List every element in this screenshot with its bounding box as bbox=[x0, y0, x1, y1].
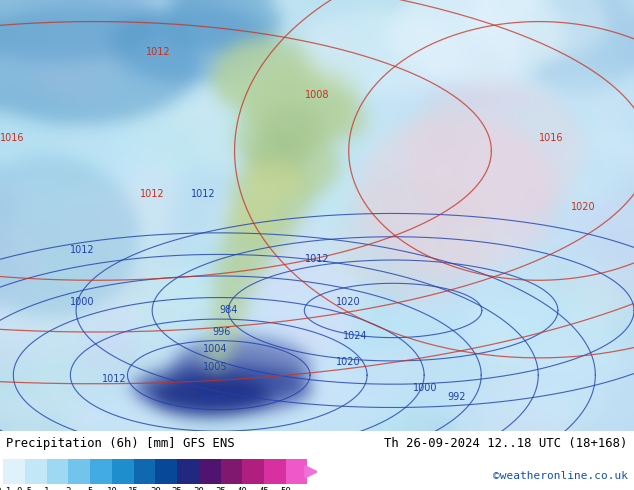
Bar bbox=[25, 460, 47, 484]
Text: 0.1: 0.1 bbox=[0, 487, 11, 490]
Text: 30: 30 bbox=[193, 487, 204, 490]
Text: 45: 45 bbox=[259, 487, 269, 490]
Text: 996: 996 bbox=[213, 327, 231, 337]
Text: 1012: 1012 bbox=[70, 245, 94, 255]
Text: 1: 1 bbox=[44, 487, 49, 490]
Text: 1020: 1020 bbox=[337, 297, 361, 307]
Text: 1020: 1020 bbox=[337, 357, 361, 367]
Text: 1016: 1016 bbox=[540, 133, 564, 143]
Text: 1020: 1020 bbox=[571, 202, 595, 212]
Text: 50: 50 bbox=[280, 487, 291, 490]
Bar bbox=[242, 460, 264, 484]
Bar bbox=[286, 460, 307, 484]
Text: 1012: 1012 bbox=[102, 374, 126, 385]
Text: 992: 992 bbox=[447, 392, 466, 402]
Bar bbox=[90, 460, 112, 484]
Bar bbox=[221, 460, 242, 484]
Text: 1012: 1012 bbox=[146, 47, 171, 57]
Text: 1012: 1012 bbox=[305, 254, 329, 264]
Bar bbox=[199, 460, 221, 484]
Text: 10: 10 bbox=[107, 487, 117, 490]
Text: 1008: 1008 bbox=[305, 90, 329, 100]
Text: Precipitation (6h) [mm] GFS ENS: Precipitation (6h) [mm] GFS ENS bbox=[6, 437, 235, 450]
Bar bbox=[155, 460, 177, 484]
Text: 1024: 1024 bbox=[343, 331, 367, 342]
Text: 1016: 1016 bbox=[1, 133, 25, 143]
Bar bbox=[134, 460, 155, 484]
Bar bbox=[264, 460, 286, 484]
Text: 5: 5 bbox=[87, 487, 93, 490]
Bar bbox=[68, 460, 90, 484]
Text: 1012: 1012 bbox=[204, 396, 228, 406]
Text: 2: 2 bbox=[66, 487, 71, 490]
Text: ©weatheronline.co.uk: ©weatheronline.co.uk bbox=[493, 471, 628, 481]
Bar bbox=[112, 460, 134, 484]
Text: 40: 40 bbox=[237, 487, 248, 490]
Text: 1004: 1004 bbox=[204, 344, 228, 354]
Text: 15: 15 bbox=[128, 487, 139, 490]
Text: Th 26-09-2024 12..18 UTC (18+168): Th 26-09-2024 12..18 UTC (18+168) bbox=[384, 437, 628, 450]
Text: 25: 25 bbox=[172, 487, 183, 490]
Bar bbox=[177, 460, 199, 484]
Text: 20: 20 bbox=[150, 487, 160, 490]
Text: 984: 984 bbox=[219, 305, 237, 316]
Text: 1000: 1000 bbox=[70, 297, 94, 307]
Text: 1005: 1005 bbox=[204, 362, 228, 371]
Text: 1012: 1012 bbox=[191, 189, 215, 199]
Text: 1012: 1012 bbox=[140, 189, 164, 199]
Bar bbox=[47, 460, 68, 484]
Text: 0.5: 0.5 bbox=[17, 487, 33, 490]
Text: 1000: 1000 bbox=[413, 383, 437, 393]
Text: 35: 35 bbox=[215, 487, 226, 490]
Bar bbox=[3, 460, 25, 484]
